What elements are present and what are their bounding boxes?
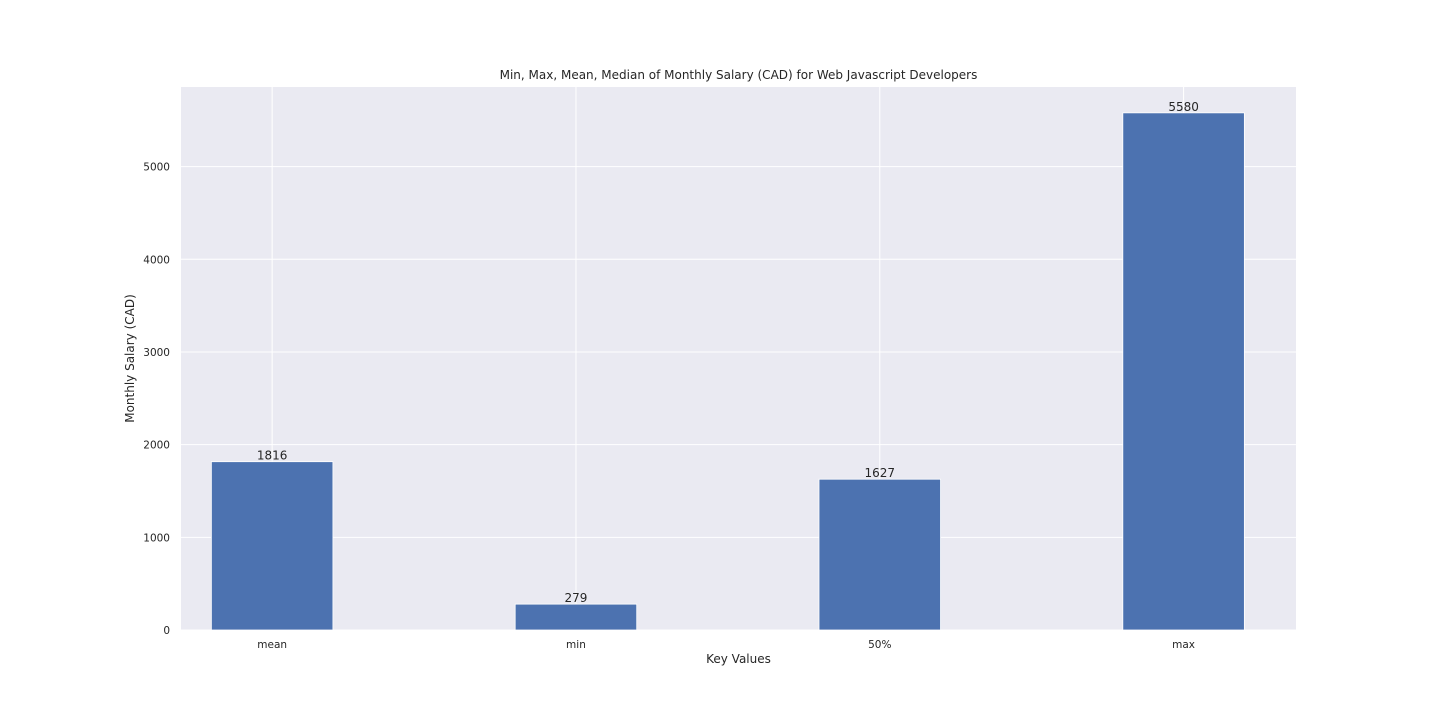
data-label: 279	[565, 591, 588, 605]
bar-50pct	[818, 478, 941, 631]
data-label: 5580	[1168, 100, 1199, 114]
y-tick-label: 5000	[143, 162, 170, 174]
x-tick-label: max	[1172, 639, 1195, 651]
bars	[210, 112, 1245, 631]
bar-max	[1122, 112, 1245, 631]
y-tick-label: 1000	[143, 532, 170, 544]
y-axis-ticks: 0 1000 2000 3000 4000 5000	[143, 162, 170, 637]
x-axis-label: Key Values	[706, 652, 771, 666]
y-tick-label: 2000	[143, 440, 170, 452]
y-tick-label: 3000	[143, 347, 170, 359]
data-label: 1627	[865, 466, 896, 480]
bar-mean	[210, 461, 334, 631]
x-tick-label: mean	[257, 639, 287, 651]
bar-min	[514, 603, 638, 631]
y-axis-label: Monthly Salary (CAD)	[123, 294, 137, 423]
x-tick-label: 50%	[868, 639, 891, 651]
y-tick-label: 4000	[143, 254, 170, 266]
data-labels: 1816 279 1627 5580	[257, 100, 1199, 605]
data-label: 1816	[257, 449, 288, 463]
y-tick-label: 0	[163, 625, 170, 637]
chart-title: Min, Max, Mean, Median of Monthly Salary…	[500, 68, 978, 82]
x-tick-label: min	[566, 639, 586, 651]
x-axis-ticks: mean min 50% max	[257, 639, 1195, 651]
plot-area	[181, 87, 1296, 630]
